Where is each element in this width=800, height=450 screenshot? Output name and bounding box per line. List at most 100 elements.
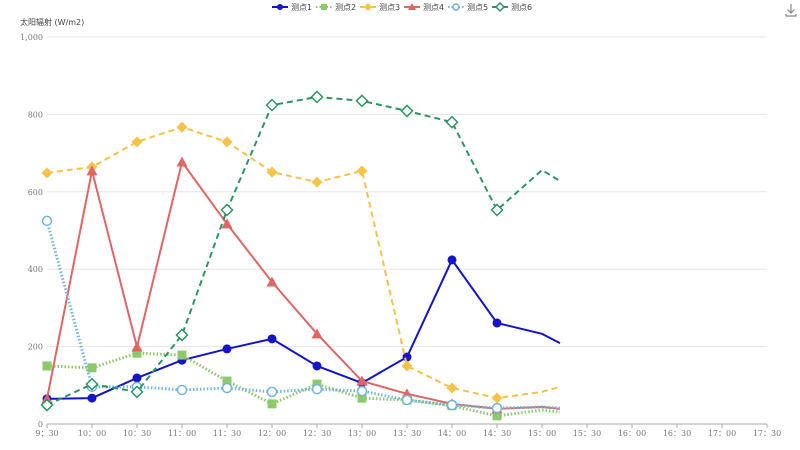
y-tick-label: 600: [28, 188, 43, 197]
data-point-marker[interactable]: [494, 1, 506, 13]
data-point-marker[interactable]: [41, 215, 53, 227]
data-point-marker[interactable]: [408, 3, 416, 10]
data-point-marker[interactable]: [132, 373, 142, 383]
data-point-marker[interactable]: [177, 350, 187, 360]
data-point-marker[interactable]: [355, 94, 369, 108]
data-point-marker[interactable]: [445, 115, 459, 129]
data-point-marker[interactable]: [311, 328, 323, 339]
data-point-marker[interactable]: [491, 402, 503, 414]
x-tick-label: 13：00: [348, 429, 376, 438]
data-point-marker[interactable]: [356, 375, 368, 386]
y-tick-label: 0: [38, 420, 43, 429]
data-point-marker[interactable]: [400, 104, 414, 118]
data-point-marker[interactable]: [266, 166, 278, 178]
y-tick-label: 200: [28, 343, 43, 352]
legend-item[interactable]: 测点6: [492, 1, 532, 13]
legend-item[interactable]: 测点1: [272, 3, 312, 12]
data-point-marker[interactable]: [87, 363, 97, 373]
data-point-marker[interactable]: [130, 385, 144, 399]
data-point-marker[interactable]: [356, 385, 368, 397]
x-tick-label: 11：00: [168, 429, 196, 438]
data-point-marker[interactable]: [265, 98, 279, 112]
series-1: [42, 255, 561, 404]
data-point-marker[interactable]: [267, 399, 277, 409]
data-point-marker[interactable]: [452, 3, 460, 11]
legend-item[interactable]: 测点4: [404, 3, 444, 12]
data-point-marker[interactable]: [41, 167, 53, 179]
data-point-marker[interactable]: [364, 3, 372, 11]
data-point-marker[interactable]: [267, 334, 277, 344]
data-point-marker[interactable]: [85, 377, 99, 391]
data-point-marker[interactable]: [176, 156, 188, 167]
y-tick-label: 800: [28, 110, 43, 119]
legend-item[interactable]: 测点2: [316, 3, 356, 12]
series-6: [40, 90, 561, 412]
x-tick-label: 14：30: [483, 429, 511, 438]
data-point-marker[interactable]: [266, 386, 278, 398]
data-point-marker[interactable]: [492, 318, 502, 328]
data-point-marker[interactable]: [132, 348, 142, 358]
data-point-marker[interactable]: [491, 392, 503, 404]
y-tick-label: 400: [28, 265, 43, 274]
data-point-marker[interactable]: [447, 255, 457, 265]
x-tick-label: 12：30: [303, 429, 331, 438]
data-point-marker[interactable]: [175, 328, 189, 342]
x-tick-label: 10：00: [78, 429, 106, 438]
data-point-marker[interactable]: [277, 4, 283, 10]
legend-label: 测点1: [291, 3, 312, 12]
data-point-marker[interactable]: [446, 382, 458, 394]
x-tick-label: 15：30: [573, 429, 601, 438]
x-tick-label: 10：30: [123, 429, 151, 438]
data-point-marker[interactable]: [401, 360, 413, 372]
x-tick-label: 9：30: [35, 429, 58, 438]
data-point-marker[interactable]: [266, 276, 278, 287]
series-line[interactable]: [46, 159, 561, 410]
legend-label: 测点4: [423, 3, 444, 12]
data-point-marker[interactable]: [492, 411, 502, 421]
series-line[interactable]: [45, 220, 561, 410]
legend-label: 测点3: [379, 3, 400, 12]
series-3: [41, 121, 561, 404]
data-point-marker[interactable]: [490, 203, 504, 217]
data-point-marker[interactable]: [222, 344, 232, 354]
data-point-marker[interactable]: [176, 384, 188, 396]
data-point-marker[interactable]: [357, 393, 367, 403]
legend-label: 测点6: [511, 3, 532, 12]
legend-item[interactable]: 测点3: [360, 3, 400, 12]
data-point-marker[interactable]: [401, 394, 413, 406]
data-point-marker[interactable]: [311, 176, 323, 188]
download-icon[interactable]: [785, 4, 797, 17]
x-tick-label: 12：00: [258, 429, 286, 438]
data-point-marker[interactable]: [311, 383, 323, 395]
x-tick-label: 15：00: [528, 429, 556, 438]
data-point-marker[interactable]: [221, 218, 233, 229]
data-point-marker[interactable]: [221, 136, 233, 148]
x-tick-label: 13：30: [393, 429, 421, 438]
data-point-marker[interactable]: [131, 136, 143, 148]
legend-item[interactable]: 测点5: [448, 3, 488, 12]
x-tick-label: 16：00: [618, 429, 646, 438]
data-point-marker[interactable]: [41, 393, 53, 404]
data-point-marker[interactable]: [310, 90, 324, 104]
data-point-marker[interactable]: [221, 382, 233, 394]
x-tick-label: 17：00: [708, 429, 736, 438]
series-4: [41, 156, 561, 414]
data-point-marker[interactable]: [402, 352, 412, 362]
legend-label: 测点2: [335, 3, 356, 12]
data-point-marker[interactable]: [40, 398, 54, 412]
data-point-marker[interactable]: [222, 376, 232, 386]
x-tick-label: 14：00: [438, 429, 466, 438]
data-point-marker[interactable]: [220, 203, 234, 217]
data-point-marker[interactable]: [446, 399, 458, 411]
data-point-marker[interactable]: [176, 121, 188, 133]
data-point-marker[interactable]: [87, 393, 97, 403]
data-point-marker[interactable]: [356, 165, 368, 177]
data-point-marker[interactable]: [42, 361, 52, 371]
series-line[interactable]: [46, 257, 561, 400]
data-point-marker[interactable]: [312, 361, 322, 371]
data-point-marker[interactable]: [321, 4, 327, 10]
data-point-marker[interactable]: [86, 165, 98, 176]
y-axis-label: 太阳辐射 (W/m2): [20, 17, 84, 27]
data-point-marker[interactable]: [131, 341, 143, 352]
